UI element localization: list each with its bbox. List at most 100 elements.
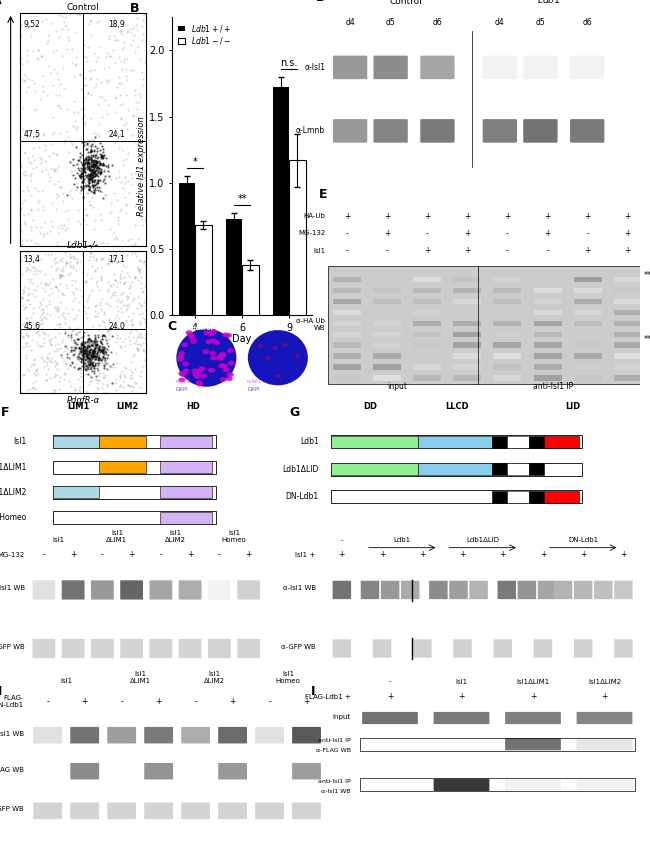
Point xyxy=(95,334,105,348)
Point xyxy=(87,352,98,365)
Bar xyxy=(614,299,642,304)
Point xyxy=(45,354,55,368)
Point xyxy=(92,144,102,158)
Point xyxy=(92,337,103,351)
Point xyxy=(90,264,100,278)
Point xyxy=(59,340,70,353)
Point xyxy=(60,10,71,23)
Point xyxy=(18,368,29,382)
Point xyxy=(25,187,36,201)
Point xyxy=(88,178,99,192)
FancyBboxPatch shape xyxy=(373,639,391,658)
Point xyxy=(72,326,83,340)
Point xyxy=(87,159,98,173)
Point xyxy=(89,342,99,356)
Ellipse shape xyxy=(210,329,217,334)
Point xyxy=(133,307,144,321)
Point xyxy=(51,42,62,56)
Point xyxy=(68,152,79,166)
Point xyxy=(95,352,105,365)
Point xyxy=(16,224,27,238)
Point xyxy=(111,105,121,119)
Point xyxy=(90,152,101,166)
Point xyxy=(70,336,80,350)
Point xyxy=(100,296,110,310)
Point xyxy=(86,144,96,158)
Point xyxy=(88,155,98,168)
Point xyxy=(82,294,92,308)
Point xyxy=(58,264,68,278)
FancyBboxPatch shape xyxy=(483,119,517,143)
FancyBboxPatch shape xyxy=(333,581,351,599)
Ellipse shape xyxy=(217,356,224,361)
Point xyxy=(84,161,94,175)
Point xyxy=(114,50,124,64)
Text: 18,9: 18,9 xyxy=(108,20,125,29)
Point xyxy=(23,72,33,86)
Point xyxy=(77,348,87,362)
Point xyxy=(83,156,93,169)
Point xyxy=(62,220,73,234)
Text: +: + xyxy=(70,550,76,559)
Point xyxy=(81,348,91,362)
Point xyxy=(84,348,95,362)
Point xyxy=(90,167,101,181)
Text: Isl1
ΔLIM1: Isl1 ΔLIM1 xyxy=(107,530,127,543)
Point xyxy=(76,337,86,351)
Point xyxy=(53,337,63,351)
Point xyxy=(83,41,93,54)
Point xyxy=(60,367,70,381)
Point xyxy=(83,352,93,365)
Point xyxy=(57,308,68,321)
Point xyxy=(132,259,142,273)
Point xyxy=(121,315,131,329)
Point xyxy=(68,343,78,357)
Point xyxy=(100,351,110,365)
Point xyxy=(82,324,92,338)
Point xyxy=(55,348,66,362)
Point xyxy=(90,263,100,276)
FancyBboxPatch shape xyxy=(32,638,55,658)
Point xyxy=(38,202,48,216)
Point xyxy=(70,50,81,64)
Point xyxy=(76,341,86,355)
Point xyxy=(60,302,71,315)
Point xyxy=(99,359,109,373)
Point xyxy=(117,251,127,264)
Point xyxy=(76,179,86,193)
Ellipse shape xyxy=(181,342,188,347)
Point xyxy=(23,328,33,342)
Text: +: + xyxy=(625,229,631,238)
Title: Ldb1-/-: Ldb1-/- xyxy=(67,241,99,250)
Point xyxy=(65,250,75,264)
Point xyxy=(26,167,36,181)
Point xyxy=(98,346,108,360)
Point xyxy=(126,25,136,39)
FancyBboxPatch shape xyxy=(70,803,99,819)
Text: d5 Ldb1-/-: d5 Ldb1-/- xyxy=(247,326,283,331)
Point xyxy=(121,206,131,220)
Point xyxy=(99,340,110,354)
Point xyxy=(66,164,76,178)
Point xyxy=(87,339,98,353)
Point xyxy=(133,232,143,246)
Point xyxy=(78,175,88,189)
Point xyxy=(55,126,65,140)
Point xyxy=(97,338,107,352)
Point xyxy=(129,376,140,390)
Point xyxy=(26,173,36,187)
Point xyxy=(62,268,73,282)
Point xyxy=(107,321,118,334)
Point xyxy=(16,200,27,214)
Point xyxy=(81,345,92,359)
Point xyxy=(101,73,111,86)
Point xyxy=(128,63,138,77)
Point xyxy=(120,190,130,204)
Point xyxy=(40,215,50,229)
Text: +: + xyxy=(584,246,591,255)
Point xyxy=(83,153,94,167)
Point xyxy=(64,320,75,334)
Point xyxy=(85,156,96,169)
Point xyxy=(86,349,96,363)
Point xyxy=(63,327,73,341)
